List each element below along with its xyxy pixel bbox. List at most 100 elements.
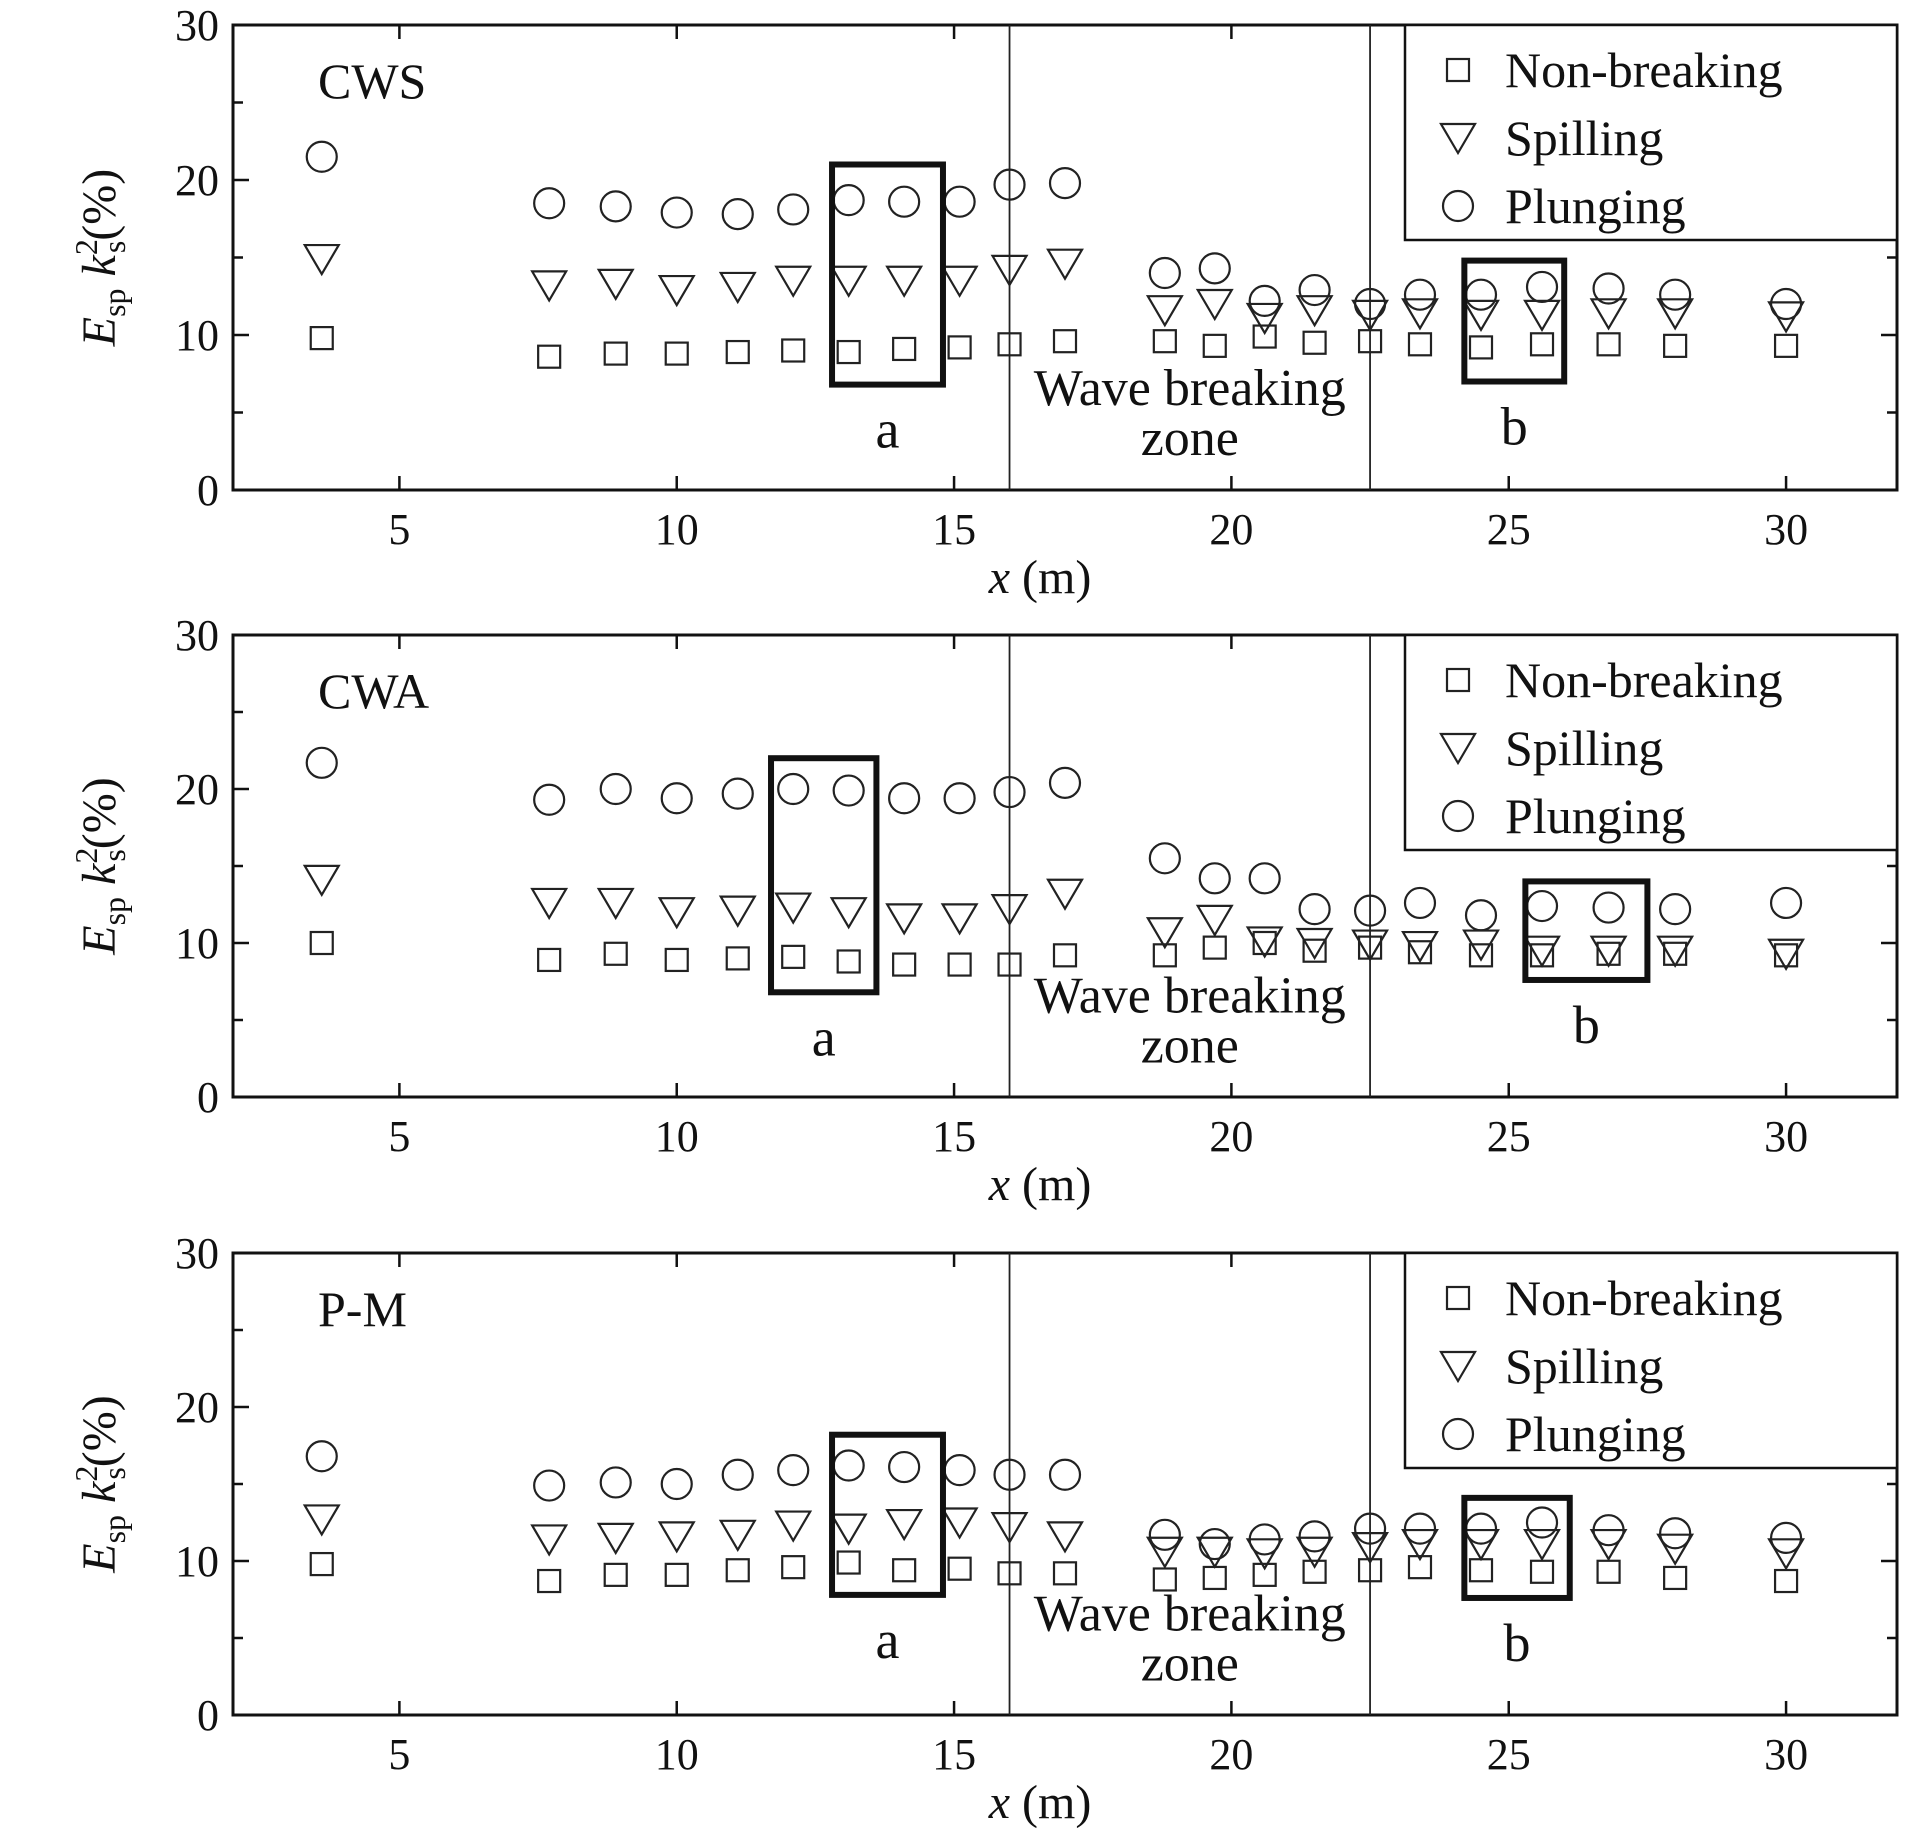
data-point — [781, 338, 806, 363]
data-point — [777, 193, 810, 226]
data-point — [1152, 329, 1177, 354]
data-point — [1773, 1568, 1799, 1594]
data-point — [1048, 167, 1082, 200]
data-point — [1663, 1565, 1688, 1591]
data-point — [1302, 330, 1327, 355]
panel-label: P-M — [318, 1281, 407, 1337]
highlight-box-label: a — [876, 1610, 900, 1670]
x-tick-label: 15 — [932, 1730, 976, 1779]
data-point — [990, 254, 1029, 288]
data-point — [888, 1450, 921, 1484]
data-point — [1202, 935, 1227, 960]
breaking-zone-label-line2: zone — [1141, 1635, 1239, 1692]
series-spilling — [302, 864, 1805, 971]
y-tick-label: 30 — [175, 611, 219, 660]
legend-marker — [1445, 1285, 1471, 1311]
data-point — [888, 782, 921, 815]
y-tick-label: 0 — [197, 1691, 219, 1740]
data-point — [1052, 329, 1078, 354]
x-tick-label: 15 — [932, 1112, 976, 1161]
data-point — [1401, 930, 1439, 964]
legend-entry: Plunging — [1505, 1406, 1686, 1462]
x-axis-label: x (m) — [988, 1776, 1092, 1829]
breaking-zone-label-line2: zone — [1141, 1017, 1239, 1074]
data-point — [305, 746, 338, 779]
y-tick-label: 20 — [175, 156, 219, 205]
data-point — [943, 1454, 976, 1487]
data-point — [888, 185, 921, 218]
series-plunging — [305, 140, 1803, 321]
data-point — [1462, 1528, 1500, 1562]
x-tick-label: 25 — [1487, 1730, 1531, 1779]
data-point — [1198, 252, 1231, 285]
data-point — [947, 1556, 972, 1581]
data-point — [1295, 295, 1334, 328]
data-point — [1252, 930, 1277, 956]
legend-entry: Spilling — [1505, 720, 1663, 776]
data-point — [1052, 1561, 1078, 1586]
data-point — [305, 1440, 338, 1473]
data-point — [1529, 1559, 1555, 1584]
highlight-box-a — [829, 1431, 946, 1598]
legend-marker — [1445, 57, 1471, 83]
highlight-box-label: a — [876, 400, 900, 460]
data-point — [990, 894, 1029, 927]
data-point — [1048, 1458, 1082, 1491]
legend-marker — [1441, 1417, 1475, 1451]
legend: Non-breaking Spilling Plunging — [1403, 1251, 1899, 1470]
data-point — [836, 339, 861, 365]
data-point — [997, 1561, 1022, 1586]
data-point — [1148, 842, 1181, 875]
data-point — [721, 198, 754, 231]
data-point — [892, 952, 917, 977]
data-point — [1592, 891, 1625, 924]
data-point — [1464, 278, 1498, 311]
x-tick-label: 5 — [388, 505, 410, 554]
data-point — [1663, 333, 1688, 358]
legend-marker — [1441, 189, 1475, 223]
x-tick-label: 10 — [655, 1730, 699, 1779]
data-point — [1589, 1528, 1628, 1562]
data-point — [1295, 1536, 1334, 1569]
data-point — [1468, 943, 1494, 968]
panel-cwa: 5 10 15 20 25 30 0 10 20 30 x (m) Esp k2s(%) CWA a b Wa… — [68, 611, 1899, 1211]
data-point — [1195, 288, 1234, 322]
data-point — [829, 1513, 868, 1546]
data-point — [1767, 301, 1805, 334]
data-point — [657, 1521, 696, 1554]
data-point — [660, 782, 693, 815]
data-point — [781, 1555, 806, 1580]
data-point — [1145, 917, 1184, 950]
data-point — [721, 1458, 754, 1491]
data-point — [1302, 938, 1327, 963]
data-point — [1525, 1506, 1559, 1539]
legend-entry: Plunging — [1505, 178, 1686, 234]
data-point — [309, 1551, 334, 1577]
y-axis-label: Esp k2s(%) — [68, 777, 132, 956]
data-point — [1773, 333, 1799, 358]
data-point — [1353, 894, 1387, 927]
legend-marker — [1439, 1350, 1477, 1384]
data-point — [1769, 1521, 1803, 1555]
data-point — [530, 887, 569, 921]
data-point — [1145, 295, 1184, 328]
data-point — [943, 185, 976, 218]
data-point — [664, 947, 689, 973]
data-point — [1145, 1536, 1184, 1569]
y-tick-label: 20 — [175, 1383, 219, 1432]
legend-box — [1403, 23, 1899, 242]
data-point — [1407, 332, 1433, 357]
data-point — [599, 190, 632, 223]
data-point — [1596, 332, 1621, 357]
data-point — [1468, 1558, 1494, 1583]
data-point — [309, 930, 334, 956]
data-point — [1656, 1533, 1695, 1566]
data-point — [943, 782, 976, 815]
data-point — [1589, 298, 1628, 331]
y-tick-label: 30 — [175, 1, 219, 50]
highlight-box-label: a — [812, 1007, 836, 1067]
highlight-box-a — [768, 755, 880, 996]
data-point — [1773, 943, 1799, 968]
data-point — [1401, 298, 1439, 331]
